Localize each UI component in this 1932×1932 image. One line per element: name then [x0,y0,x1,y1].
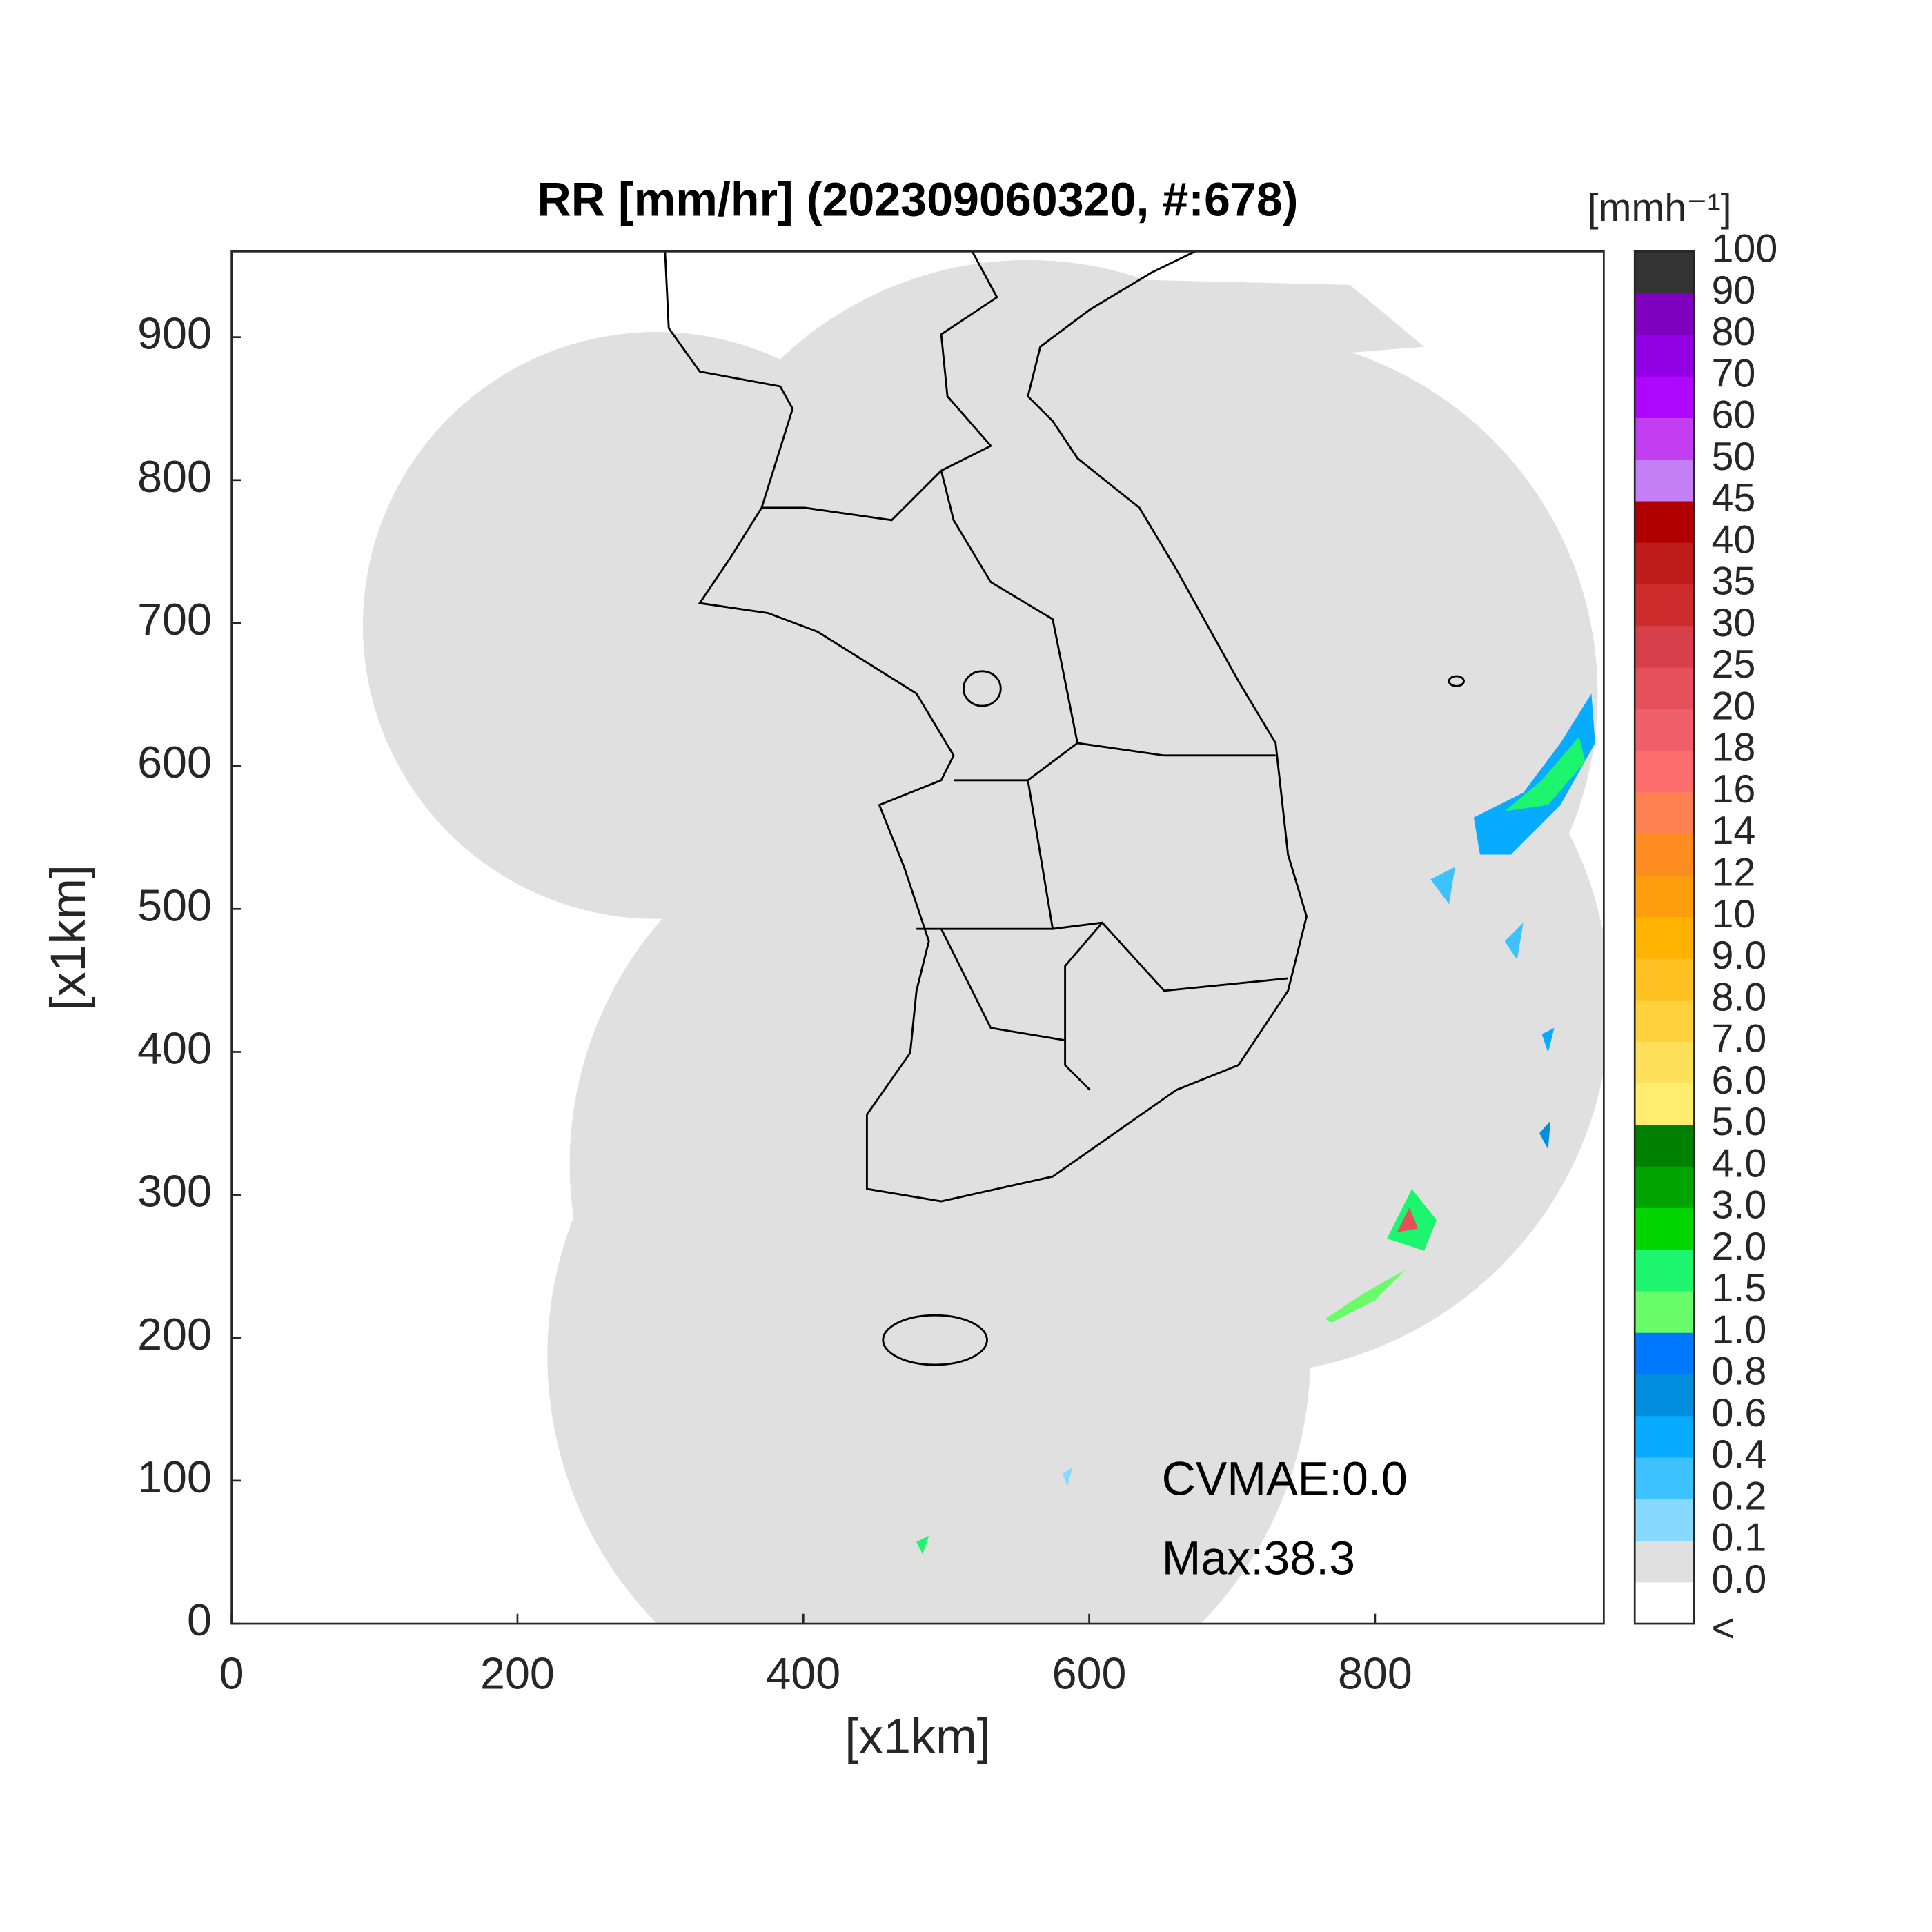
colorbar-tick-label: 18 [1712,726,1756,770]
x-axis-label: [x1km] [845,1709,990,1764]
colorbar-segment [1635,293,1695,335]
colorbar-tick-label: 100 [1712,227,1778,271]
colorbar-tick-label: 30 [1712,601,1756,645]
colorbar-segment [1635,834,1695,876]
colorbar-segment [1635,1540,1695,1583]
colorbar-tick-label: 10 [1712,892,1756,936]
colorbar-tick-label: 16 [1712,767,1756,811]
colorbar-tick-label: 4.0 [1712,1141,1767,1185]
colorbar-tick-label: 0.2 [1712,1474,1767,1518]
chart-title: RR [mm/hr] (202309060320, #:678) [538,173,1299,226]
x-tick-label: 400 [766,1648,840,1698]
colorbar-segment [1635,500,1695,543]
colorbar-tick-label: 80 [1712,310,1756,354]
y-tick-label: 300 [137,1167,212,1216]
coastline [664,251,1465,1366]
y-tick-label: 900 [137,309,212,359]
colorbar-tick-label: 90 [1712,268,1756,313]
colorbar-segment [1635,1249,1695,1292]
colorbar-segment [1635,750,1695,793]
colorbar-segment [1635,1166,1695,1208]
x-tick-label: 200 [480,1648,555,1698]
colorbar-segment [1635,1499,1695,1541]
y-tick-label: 400 [137,1024,212,1074]
colorbar-segment [1635,584,1695,627]
y-tick-label: 500 [137,880,212,930]
colorbar-tick-label: 0.6 [1712,1391,1767,1435]
y-tick-label: 600 [137,738,212,787]
colorbar-tick-label: 0.1 [1712,1516,1767,1560]
colorbar-tick-label: 0.0 [1712,1557,1767,1601]
colorbar-segment [1635,1041,1695,1084]
colorbar-tick-label: 0.8 [1712,1350,1767,1394]
colorbar-segment [1635,459,1695,502]
colorbar-tick-label: 6.0 [1712,1058,1767,1103]
colorbar-segment [1635,1000,1695,1042]
colorbar-tick-label: 20 [1712,684,1756,728]
colorbar-tick-label: 5.0 [1712,1100,1767,1144]
y-tick-label: 200 [137,1310,212,1359]
colorbar-segment [1635,1083,1695,1125]
colorbar-tick-label: 1.0 [1712,1308,1767,1352]
colorbar-tick-label: 45 [1712,476,1756,520]
y-tick-label: 800 [137,452,212,502]
colorbar-tick-label: 9.0 [1712,934,1767,978]
colorbar-segment [1635,1208,1695,1250]
colorbar-segment [1635,417,1695,460]
colorbar-segment [1635,916,1695,959]
colorbar-tick-label: 12 [1712,850,1756,894]
x-tick-label: 0 [219,1648,244,1698]
y-tick-label: 700 [137,595,212,644]
colorbar-segment [1635,334,1695,377]
colorbar-segment [1635,1332,1695,1375]
colorbar-tick-label: 70 [1712,351,1756,395]
colorbar-segment [1635,791,1695,834]
y-tick-label: 100 [137,1452,212,1502]
colorbar-segment [1635,667,1695,709]
colorbar-tick-label: 50 [1712,435,1756,479]
colorbar-segment [1635,1290,1695,1333]
axes-box [230,250,1605,1625]
colorbar-segment [1635,376,1695,418]
colorbar-segment [1635,251,1695,294]
x-tick-label: 800 [1338,1648,1412,1698]
colorbar-segment [1635,1374,1695,1417]
colorbar-tick-label: 14 [1712,809,1756,853]
colorbar-tick-label: 2.0 [1712,1225,1767,1269]
colorbar-segment [1635,875,1695,918]
colorbar-tick-label: 8.0 [1712,975,1767,1019]
annotation: CVMAE:0.0 [1162,1452,1408,1505]
colorbar-tick-label: < [1712,1606,1735,1650]
colorbar-frame [1633,250,1695,1625]
annotation: Max:38.3 [1162,1532,1355,1584]
colorbar-segment [1635,542,1695,585]
colorbar-tick-label: 7.0 [1712,1017,1767,1061]
colorbar-tick-label: 3.0 [1712,1183,1767,1228]
colorbar-tick-label: 1.5 [1712,1266,1767,1310]
colorbar-tick-label: 35 [1712,560,1756,604]
colorbar-segment [1635,1415,1695,1458]
colorbar-tick-label: 40 [1712,518,1756,562]
colorbar-tick-label: 25 [1712,642,1756,687]
y-axis-label: [x1km] [41,865,96,1010]
colorbar-segment [1635,1124,1695,1167]
colorbar-segment [1635,709,1695,751]
y-tick-label: 0 [187,1595,212,1645]
colorbar-segment [1635,958,1695,1000]
colorbar-segment [1635,1457,1695,1499]
colorbar-tick-label: 0.4 [1712,1432,1767,1477]
colorbar-tick-label: 60 [1712,393,1756,437]
colorbar-label: [mmh⁻¹] [1588,186,1732,230]
colorbar-segment [1635,1581,1695,1624]
radar-coverage [362,259,1604,1624]
x-tick-label: 600 [1052,1648,1127,1698]
colorbar-segment [1635,625,1695,668]
